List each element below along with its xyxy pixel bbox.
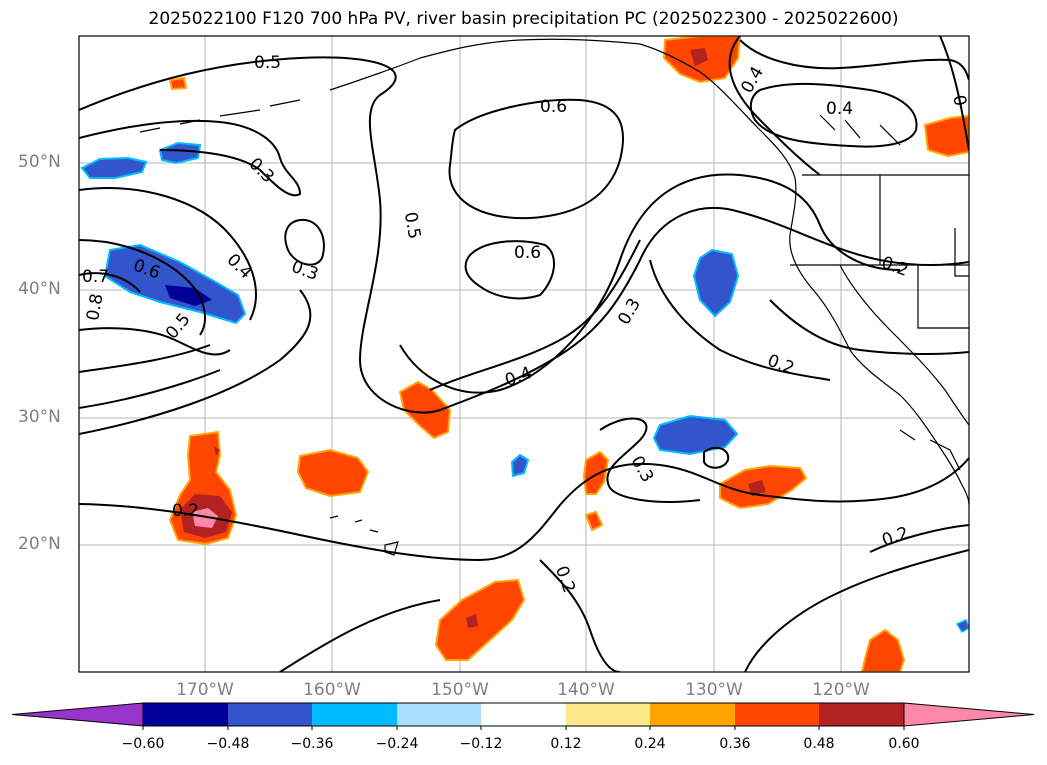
contour-label: 0.8 [83,292,107,322]
colorbar-tick: −0.24 [375,736,419,752]
map-title: 2025022100 F120 700 hPa PV, river basin … [148,9,899,29]
colorbar-bin [228,703,312,726]
lon-label-140w: 140°W [557,680,615,700]
contour-label: 0.4 [826,99,853,119]
colorbar-bin [143,703,228,726]
lat-label-20n: 20°N [18,534,61,554]
colorbar-tick: 0.60 [888,736,920,752]
colorbar-bin [312,703,397,726]
lat-label-40n: 40°N [18,279,61,299]
colorbar-bin [481,703,566,726]
colorbar-tick: −0.48 [206,736,250,752]
colorbar-tick: −0.12 [459,736,503,752]
colorbar-extend-high [903,702,1035,727]
contour-label: 0.5 [254,53,281,73]
contour-label: 0.7 [82,267,109,287]
colorbar-bin [819,703,904,726]
contour-label: 0.6 [514,243,541,263]
colorbar-bin [566,703,650,726]
colorbar-tick: 0.12 [550,736,582,752]
colorbar-tick: 0.36 [719,736,751,752]
contour-label: 0.2 [172,501,199,521]
lon-label-160w: 160°W [303,680,361,700]
colorbar-tick: −0.60 [121,736,165,752]
colorbar-tick: 0.48 [803,736,835,752]
lon-label-170w: 170°W [176,680,234,700]
colorbar-bin [397,703,481,726]
coastlines [139,38,969,556]
lon-label-130w: 130°W [685,680,743,700]
contour-label: 0 [948,94,970,108]
colorbar-bin [650,703,735,726]
map-frame [78,35,970,673]
colorbar-bin [735,703,819,726]
negative-anomaly-areas [80,141,969,634]
colorbar-tick: −0.36 [290,736,334,752]
colorbar-tick: 0.24 [634,736,666,752]
contour-label: 0.6 [540,97,567,117]
lat-label-50n: 50°N [18,152,61,172]
contour-label: 0.5 [400,211,424,241]
lon-label-150w: 150°W [431,680,489,700]
positive-anomaly-areas [168,36,969,672]
colorbar [11,702,1035,730]
map-background [79,36,969,672]
lat-label-30n: 30°N [18,407,61,427]
colorbar-frame [142,702,905,727]
pv-contours [79,36,969,672]
gridlines [79,36,969,672]
colorbar-extend-low [11,702,144,727]
lon-label-120w: 120°W [812,680,870,700]
